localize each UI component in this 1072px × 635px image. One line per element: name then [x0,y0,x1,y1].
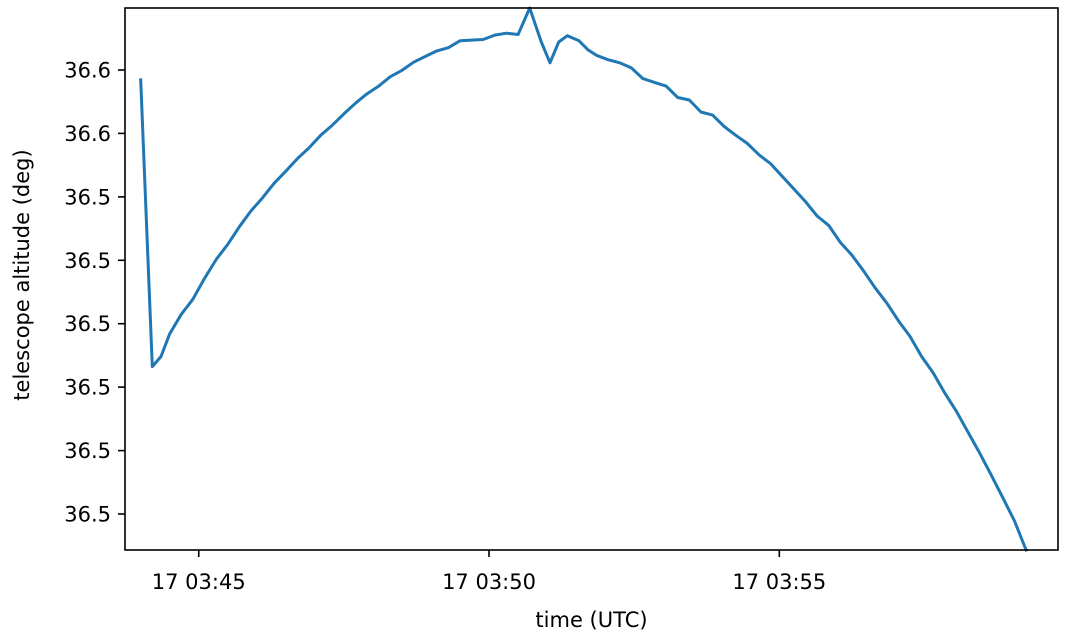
x-tick-label: 17 03:45 [152,570,246,594]
y-tick-label: 36.5 [64,503,111,527]
axes: 36.6 36.6 36.5 36.5 36.5 36.5 36.5 36.5 17 03:45… [64,7,1059,594]
y-tick-label: 36.5 [64,376,111,400]
y-tick-label: 36.5 [64,185,111,209]
y-tick-label: 36.6 [64,122,111,146]
x-tick-label: 17 03:55 [732,570,826,594]
axes-frame [124,7,1059,551]
y-axis-title: telescope altitude (deg) [10,149,34,400]
x-tick-label: 17 03:50 [442,570,536,594]
y-tick-label: 36.5 [64,312,111,336]
series-line [139,6,1029,552]
plot-area [139,6,1029,552]
x-axis-title: time (UTC) [535,608,647,632]
y-tick-label: 36.5 [64,439,111,463]
y-tick-label: 36.5 [64,249,111,273]
y-tick-label: 36.6 [64,59,111,83]
